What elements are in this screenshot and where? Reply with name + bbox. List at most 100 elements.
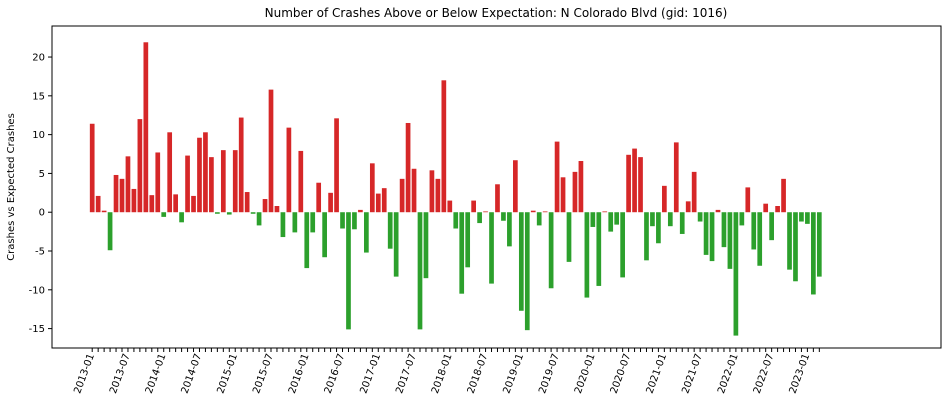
bar-above-expectation bbox=[435, 178, 441, 213]
bar-below-expectation bbox=[536, 212, 542, 226]
y-tick-label: 15 bbox=[32, 91, 45, 102]
bar-above-expectation bbox=[262, 199, 268, 213]
bar-above-expectation bbox=[185, 155, 190, 213]
bar-above-expectation bbox=[441, 80, 447, 213]
bar-below-expectation bbox=[489, 212, 494, 284]
bar-above-expectation bbox=[626, 154, 631, 213]
bar-above-expectation bbox=[119, 178, 125, 213]
bar-below-expectation bbox=[387, 212, 393, 249]
bar-below-expectation bbox=[596, 212, 602, 286]
bar-above-expectation bbox=[554, 141, 560, 213]
bar-above-expectation bbox=[638, 157, 643, 213]
bar-below-expectation bbox=[584, 212, 590, 298]
bar-below-expectation bbox=[459, 212, 465, 294]
bar-below-expectation bbox=[179, 212, 184, 223]
bar-below-expectation bbox=[107, 212, 113, 251]
bar-above-expectation bbox=[471, 200, 476, 213]
bar-below-expectation bbox=[292, 212, 298, 233]
y-tick-label: -10 bbox=[29, 285, 45, 296]
bar-below-expectation bbox=[727, 212, 733, 269]
bar-below-expectation bbox=[322, 212, 327, 258]
y-tick-label: 10 bbox=[32, 130, 45, 141]
bar-below-expectation bbox=[364, 212, 369, 253]
bar-above-expectation bbox=[572, 171, 578, 213]
bar-above-expectation bbox=[495, 184, 500, 213]
bar-above-expectation bbox=[530, 210, 536, 213]
bar-above-expectation bbox=[429, 170, 435, 213]
bar-below-expectation bbox=[453, 212, 459, 229]
y-tick-label: -15 bbox=[29, 324, 45, 335]
bar-below-expectation bbox=[608, 212, 614, 232]
bar-above-expectation bbox=[411, 168, 417, 213]
bar-below-expectation bbox=[161, 212, 167, 217]
bar-below-expectation bbox=[721, 212, 727, 248]
bar-below-expectation bbox=[566, 212, 572, 262]
y-tick-label: 5 bbox=[39, 169, 45, 180]
bar-below-expectation bbox=[811, 212, 816, 295]
y-tick-label: 20 bbox=[32, 53, 45, 64]
bar-below-expectation bbox=[644, 212, 649, 261]
bar-below-expectation bbox=[733, 212, 739, 336]
bar-below-expectation bbox=[739, 212, 745, 226]
bar-below-expectation bbox=[393, 212, 399, 277]
bar-below-expectation bbox=[250, 212, 256, 214]
bar-above-expectation bbox=[715, 209, 721, 213]
bar-below-expectation bbox=[518, 212, 524, 311]
bar-above-expectation bbox=[316, 182, 322, 213]
bar-below-expectation bbox=[656, 212, 661, 244]
y-tick-label: -5 bbox=[35, 247, 45, 258]
bar-above-expectation bbox=[334, 118, 339, 213]
bar-below-expectation bbox=[226, 212, 232, 215]
bar-above-expectation bbox=[286, 127, 292, 213]
bar-above-expectation bbox=[399, 178, 405, 213]
bar-below-expectation bbox=[304, 212, 310, 269]
bar-above-expectation bbox=[238, 117, 244, 213]
bar-below-expectation bbox=[805, 212, 810, 224]
bar-above-expectation bbox=[167, 132, 173, 213]
bar-above-expectation bbox=[131, 188, 137, 213]
bar-below-expectation bbox=[215, 212, 220, 214]
bar-below-expectation bbox=[256, 212, 262, 226]
bar-above-expectation bbox=[542, 211, 548, 213]
bar-above-expectation bbox=[137, 119, 143, 213]
bar-below-expectation bbox=[757, 212, 763, 266]
plot-frame bbox=[51, 25, 942, 349]
bar-above-expectation bbox=[763, 203, 769, 213]
bar-below-expectation bbox=[310, 212, 316, 233]
bar-above-expectation bbox=[685, 201, 691, 213]
bar-above-expectation bbox=[381, 188, 387, 213]
bar-below-expectation bbox=[614, 212, 620, 225]
bar-above-expectation bbox=[191, 195, 196, 213]
bar-above-expectation bbox=[560, 177, 566, 213]
bar-above-expectation bbox=[328, 192, 333, 213]
bar-above-expectation bbox=[155, 152, 161, 213]
bar-above-expectation bbox=[268, 89, 274, 213]
bar-above-expectation bbox=[197, 137, 202, 213]
bar-above-expectation bbox=[745, 187, 751, 213]
bar-above-expectation bbox=[405, 122, 411, 213]
bar-above-expectation bbox=[447, 200, 453, 213]
bar-below-expectation bbox=[501, 212, 506, 221]
bar-above-expectation bbox=[95, 195, 101, 213]
bar-above-expectation bbox=[691, 171, 697, 213]
bar-above-expectation bbox=[232, 150, 238, 213]
bar-below-expectation bbox=[352, 212, 357, 230]
bar-above-expectation bbox=[483, 211, 488, 213]
bar-below-expectation bbox=[280, 212, 286, 238]
bar-above-expectation bbox=[513, 160, 518, 213]
bar-below-expectation bbox=[340, 212, 345, 229]
bar-below-expectation bbox=[709, 212, 715, 262]
bar-below-expectation bbox=[769, 212, 774, 241]
bar-above-expectation bbox=[632, 148, 637, 213]
bar-above-expectation bbox=[149, 195, 155, 213]
chart-title: Number of Crashes Above or Below Expecta… bbox=[265, 6, 728, 20]
bar-above-expectation bbox=[358, 209, 363, 213]
bar-below-expectation bbox=[703, 212, 709, 255]
bar-below-expectation bbox=[423, 212, 429, 279]
bar-above-expectation bbox=[113, 174, 119, 213]
bar-above-expectation bbox=[673, 142, 679, 213]
bar-above-expectation bbox=[203, 132, 208, 213]
bar-above-expectation bbox=[369, 163, 375, 213]
y-axis: -15 -10 -5 0 5 10 15 20 bbox=[29, 53, 52, 335]
